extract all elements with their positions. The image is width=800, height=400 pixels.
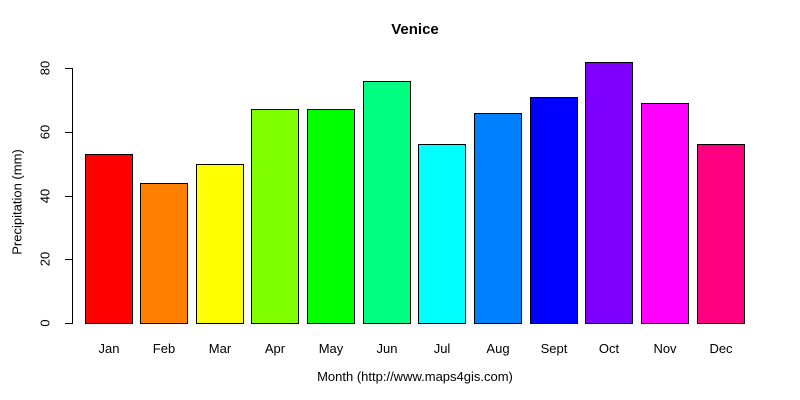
y-axis-tick-label: 40: [37, 188, 53, 204]
bar-sept: [530, 97, 578, 324]
bar-may: [307, 109, 355, 324]
y-axis-tick-label: 20: [37, 251, 53, 267]
bar-apr: [251, 109, 299, 324]
y-axis-tick: [65, 259, 72, 260]
month-label-oct: Oct: [598, 341, 620, 356]
y-axis-tick: [65, 68, 72, 69]
month-label-nov: Nov: [653, 341, 677, 356]
month-label-jan: Jan: [98, 341, 120, 356]
chart-title: Venice: [391, 21, 439, 38]
y-axis-tick-label: 80: [37, 60, 53, 76]
month-label-jun: Jun: [376, 341, 398, 356]
month-label-may: May: [318, 341, 344, 356]
bar-feb: [140, 183, 188, 324]
month-label-aug: Aug: [486, 341, 510, 356]
y-axis-tick: [65, 132, 72, 133]
month-label-apr: Apr: [264, 341, 286, 356]
bar-mar: [196, 164, 244, 324]
y-axis-tick-label: 0: [37, 319, 53, 327]
y-axis-tick-label: 60: [37, 124, 53, 140]
month-label-jul: Jul: [433, 341, 451, 356]
bar-nov: [641, 103, 689, 324]
bar-aug: [474, 113, 522, 324]
y-axis-line: [72, 68, 73, 324]
month-label-feb: Feb: [152, 341, 176, 356]
bar-dec: [697, 144, 745, 324]
bar-oct: [585, 62, 633, 324]
x-axis-title: Month (http://www.maps4gis.com): [317, 369, 513, 384]
month-label-dec: Dec: [709, 341, 733, 356]
bar-jan: [85, 154, 133, 324]
y-axis-tick: [65, 196, 72, 197]
y-axis-tick: [65, 323, 72, 324]
month-label-sept: Sept: [540, 341, 568, 356]
month-label-mar: Mar: [208, 341, 232, 356]
bar-jun: [363, 81, 411, 324]
y-axis-title: Precipitation (mm): [9, 149, 25, 255]
bar-jul: [418, 144, 466, 324]
